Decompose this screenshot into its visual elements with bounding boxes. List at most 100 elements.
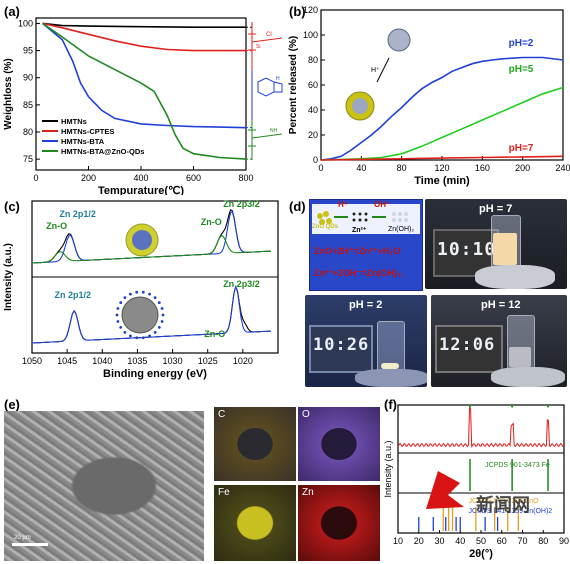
particle-dot xyxy=(148,334,152,338)
x-tick-label-f: 10 xyxy=(393,536,403,546)
x-tick-label-f: 70 xyxy=(517,536,527,546)
scheme-h-label: H⁺ xyxy=(338,200,348,209)
eds-map-zn: Zn xyxy=(298,485,380,561)
structure-bta: H xyxy=(251,70,283,120)
particle-dot xyxy=(123,331,127,334)
x-tick-label-a: 400 xyxy=(133,173,148,183)
panel-c-label: (c) xyxy=(4,199,20,214)
x-axis-label-b: Time (min) xyxy=(414,175,470,187)
lcd-ph12: 12:06 xyxy=(439,335,496,355)
scheme-art xyxy=(317,211,408,225)
particle-dot xyxy=(119,301,123,304)
xrd-pattern xyxy=(397,406,565,448)
x-tick-label-b: 0 xyxy=(318,163,323,173)
ref-label-znoh: JCPDS 041-1359 Zn(OH)2 xyxy=(469,508,553,515)
fit-top-zno xyxy=(31,234,272,264)
x-axis-label-c: Binding energy (eV) xyxy=(103,368,207,380)
y-tick-label-a: 80 xyxy=(23,127,33,137)
eds-map-zn-label: Zn xyxy=(302,487,314,498)
panel-a-label: (a) xyxy=(4,4,20,19)
eds-map-fe-label: Fe xyxy=(218,487,230,498)
panel-b-label: (b) xyxy=(289,4,306,19)
peak-label-top-1: Zn 2p1/2 xyxy=(59,209,96,219)
scheme-oh-label: OH⁻ xyxy=(374,200,391,209)
fit-bottom-main xyxy=(31,284,272,344)
watermark-logo xyxy=(420,465,470,515)
y-tick-label-b: 100 xyxy=(303,30,318,40)
nanoparticle-icon: H⁺ xyxy=(345,28,411,121)
series-label-b-2: pH=7 xyxy=(509,143,534,154)
chart-b: 0 40 80 120 160 200 240 0 20 40 60 80 100 120 Time (mi… xyxy=(288,5,570,187)
x-tick-label-f: 90 xyxy=(559,536,569,546)
particle-dot xyxy=(160,307,164,310)
y-axis-label-c: Intensity (a.u.) xyxy=(3,243,14,311)
particle-dot xyxy=(135,290,139,294)
x-tick-label-b: 120 xyxy=(434,163,449,173)
particle-dot xyxy=(153,296,157,299)
x-tick-label-f: 80 xyxy=(538,536,548,546)
svg-text:Si: Si xyxy=(256,44,260,50)
legend-label-a-3: HMTNs-BTA@ZnO-QDs xyxy=(61,147,144,156)
eds-map-c: C xyxy=(214,407,296,481)
structure-cptes: Cl Si xyxy=(248,22,283,70)
fe-peak-marker-2 xyxy=(546,405,551,408)
watermark-text: 新闻网 xyxy=(476,495,530,516)
particle-dot xyxy=(160,320,164,323)
x-tick-label-f: 50 xyxy=(476,536,486,546)
y-tick-label-b: 60 xyxy=(308,80,318,90)
x-tick-label-c: 1045 xyxy=(57,356,77,366)
panel-b: (b) 0 40 80 120 160 200 240 0 20 40 60 80 100 120 Time… xyxy=(285,0,570,195)
y-tick-label-b: 80 xyxy=(308,55,318,65)
x-tick-label-b: 80 xyxy=(397,163,407,173)
label-ph7: pH = 7 xyxy=(479,203,513,215)
legend-label-a-2: HMTNs-BTA xyxy=(61,137,105,146)
x-axis-label-f: 2θ(°) xyxy=(469,548,493,560)
scheme-znoh-label: Zn(OH)₂ xyxy=(388,226,415,233)
y-tick-label-a: 75 xyxy=(23,154,33,164)
scheme-qds-label: ZnO QDs xyxy=(312,224,339,230)
y-tick-label-a: 95 xyxy=(23,46,33,56)
x-tick-label-c: 1020 xyxy=(233,356,253,366)
y-tick-label-b: 120 xyxy=(303,5,318,15)
series-line-a-0 xyxy=(42,22,246,28)
peak-label-top-2: Zn 2p3/2 xyxy=(223,199,260,209)
series-line-a-1 xyxy=(42,22,246,52)
photo-ph12: 12:06 pH = 12 xyxy=(431,295,567,387)
svg-text:H: H xyxy=(276,76,280,82)
photo-ph7: 10:10 pH = 7 xyxy=(425,199,567,289)
legend-label-a-1: HMTNs-CPTES xyxy=(61,127,114,136)
x-tick-label-a: 600 xyxy=(186,173,201,183)
panel-c: (c) 1050 1045 1040 1035 1030 1025 1020 Binding … xyxy=(0,195,285,390)
y-tick-label-b: 40 xyxy=(308,105,318,115)
ref-label-fe: JCPDS 901-3473 Fe xyxy=(485,462,550,469)
label-ph2: pH = 2 xyxy=(349,299,383,311)
x-tick-label-c: 1050 xyxy=(22,356,42,366)
y-tick-label-a: 85 xyxy=(23,100,33,110)
chart-c: 1050 1045 1040 1035 1030 1025 1020 Binding ener… xyxy=(3,199,279,380)
sem-image: 20 μm xyxy=(4,411,204,561)
lcd-ph7: 10:10 xyxy=(437,239,497,260)
y-tick-label-a: 100 xyxy=(18,18,33,28)
chart-f: 10 20 30 40 50 60 70 80 90 2θ(°) Intensity (a.u.) J… xyxy=(383,404,569,560)
panel-d-label: (d) xyxy=(289,199,306,214)
x-tick-label-f: 40 xyxy=(455,536,465,546)
x-tick-label-b: 160 xyxy=(475,163,490,173)
particle-dot xyxy=(141,336,145,340)
series-label-b-1: pH=5 xyxy=(509,64,534,75)
series-line-a-3 xyxy=(42,22,247,160)
peak-label-top-3: Zn-O xyxy=(201,217,222,227)
peak-label-bottom-1: Zn 2p3/2 xyxy=(223,279,260,289)
particle-dot xyxy=(148,292,152,296)
photo-ph2: 10:26 pH = 2 xyxy=(305,295,427,387)
x-tick-label-b: 40 xyxy=(356,163,366,173)
x-tick-label-a: 0 xyxy=(33,173,38,183)
eds-map-o-label: O xyxy=(302,409,310,420)
particle-dot xyxy=(157,326,161,329)
particle-dot xyxy=(129,292,132,296)
reaction-scheme: H⁺ OH⁻ ZnO QDs Zn²⁺ Zn(OH)₂ ZnO+2H⁺=Zn²⁺… xyxy=(309,199,423,291)
equation-2: Zn²⁺+2OH⁻=Zn(OH)₂↓ xyxy=(314,268,406,278)
equation-1: ZnO+2H⁺=Zn²⁺+H₂O xyxy=(314,246,401,256)
svg-text:H⁺: H⁺ xyxy=(371,67,380,74)
panel-e-label: (e) xyxy=(4,397,20,412)
particle-dot xyxy=(115,313,119,317)
